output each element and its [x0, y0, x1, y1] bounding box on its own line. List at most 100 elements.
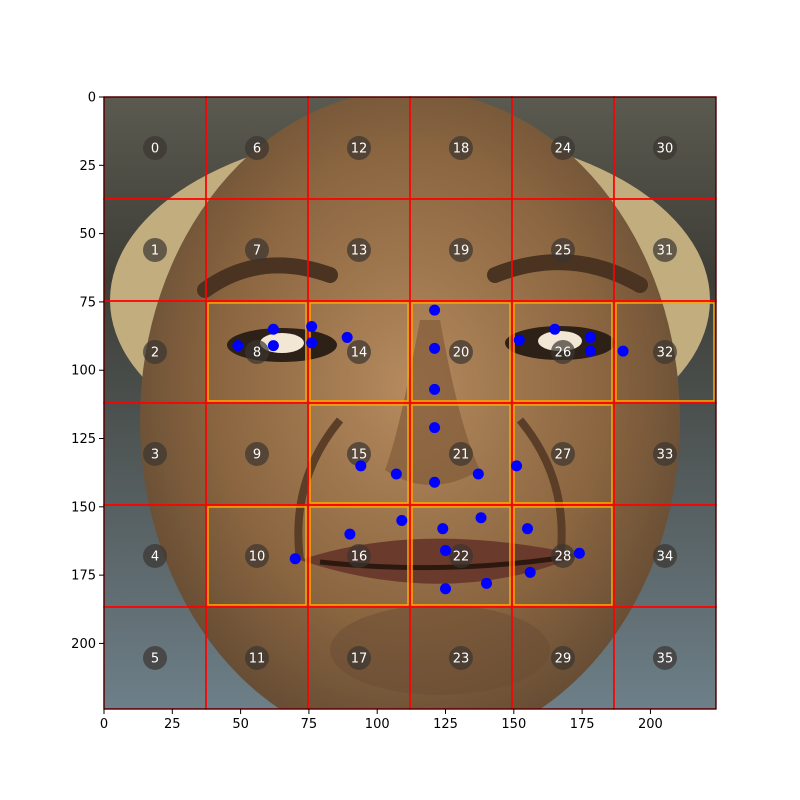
y-tick-label: 200 — [71, 637, 96, 652]
cell-marker-22 — [448, 543, 473, 568]
landmark-point-15 — [355, 460, 367, 472]
cell-marker-31 — [652, 237, 677, 262]
x-tick-label: 50 — [232, 717, 249, 732]
y-tick-label: 75 — [79, 295, 96, 310]
cell-marker-5 — [142, 645, 167, 670]
cell-label-0: 0 — [151, 141, 159, 156]
x-tick-label: 75 — [301, 717, 318, 732]
landmark-point-19 — [511, 460, 523, 472]
landmark-point-4 — [306, 337, 318, 349]
y-tick-label: 175 — [71, 569, 96, 584]
landmark-point-20 — [289, 553, 301, 565]
landmark-points — [232, 304, 629, 595]
cell-markers: 0123456789101112131415161718192021222324… — [142, 135, 677, 670]
cell-marker-20 — [448, 339, 473, 364]
cell-label-33: 33 — [657, 447, 674, 462]
landmark-point-13 — [584, 345, 596, 357]
cell-marker-24 — [550, 135, 575, 160]
plot-frame — [103, 96, 717, 710]
landmark-point-22 — [396, 514, 408, 526]
landmark-point-30 — [440, 583, 452, 595]
cell-label-9: 9 — [253, 447, 261, 462]
highlight-cell-27 — [513, 404, 613, 504]
cell-marker-12 — [346, 135, 371, 160]
cell-marker-35 — [652, 645, 677, 670]
landmark-point-18 — [472, 468, 484, 480]
cell-marker-25 — [550, 237, 575, 262]
landmark-point-28 — [524, 566, 536, 578]
landmark-point-5 — [341, 331, 353, 343]
y-tick-label: 50 — [79, 227, 96, 242]
highlight-cell-14 — [309, 302, 409, 402]
highlight-cell-20 — [411, 302, 511, 402]
cell-marker-34 — [652, 543, 677, 568]
cell-label-34: 34 — [657, 549, 674, 564]
highlight-cell-16 — [309, 506, 409, 606]
x-tick-label: 100 — [365, 717, 390, 732]
cell-label-3: 3 — [151, 447, 159, 462]
cell-marker-32 — [652, 339, 677, 364]
cell-marker-6 — [244, 135, 269, 160]
cell-label-23: 23 — [453, 651, 470, 666]
cell-marker-14 — [346, 339, 371, 364]
landmark-point-14 — [617, 345, 629, 357]
x-tick-label: 175 — [570, 717, 595, 732]
cell-label-2: 2 — [151, 345, 159, 360]
y-tick-label: 100 — [71, 364, 96, 379]
cell-label-14: 14 — [351, 345, 368, 360]
cell-label-12: 12 — [351, 141, 368, 156]
highlight-cell-22 — [411, 506, 511, 606]
cell-label-5: 5 — [151, 651, 159, 666]
cell-marker-18 — [448, 135, 473, 160]
cell-label-25: 25 — [555, 243, 572, 258]
cell-label-26: 26 — [555, 345, 572, 360]
cell-marker-1 — [142, 237, 167, 262]
landmark-point-11 — [549, 323, 561, 335]
cell-marker-0 — [142, 135, 167, 160]
cell-label-6: 6 — [253, 141, 261, 156]
landmark-point-17 — [429, 476, 441, 488]
cell-label-13: 13 — [351, 243, 368, 258]
landmark-point-27 — [440, 545, 452, 557]
highlight-cell-15 — [309, 404, 409, 504]
x-tick-label: 200 — [638, 717, 663, 732]
grid-overlay — [103, 96, 717, 710]
cell-label-4: 4 — [151, 549, 159, 564]
cell-marker-19 — [448, 237, 473, 262]
cell-marker-30 — [652, 135, 677, 160]
cell-label-7: 7 — [253, 243, 261, 258]
cell-marker-33 — [652, 441, 677, 466]
cell-label-24: 24 — [555, 141, 572, 156]
cell-label-29: 29 — [555, 651, 572, 666]
landmark-point-16 — [390, 468, 402, 480]
landmark-point-1 — [267, 323, 279, 335]
cell-label-30: 30 — [657, 141, 674, 156]
highlight-cell-26 — [513, 302, 613, 402]
cell-marker-13 — [346, 237, 371, 262]
highlight-cell-21 — [411, 404, 511, 504]
landmark-point-21 — [344, 528, 356, 540]
cell-label-31: 31 — [657, 243, 674, 258]
cell-marker-10 — [244, 543, 269, 568]
cell-label-17: 17 — [351, 651, 368, 666]
cell-marker-23 — [448, 645, 473, 670]
highlight-cell-8 — [207, 302, 307, 402]
landmark-point-25 — [521, 523, 533, 535]
landmark-point-26 — [573, 547, 585, 559]
cell-label-28: 28 — [555, 549, 572, 564]
y-tick-label: 25 — [79, 159, 96, 174]
highlight-cell-28 — [513, 506, 613, 606]
landmark-point-8 — [429, 383, 441, 395]
cell-marker-29 — [550, 645, 575, 670]
x-tick-label: 25 — [164, 717, 181, 732]
cell-label-8: 8 — [253, 345, 261, 360]
cell-marker-16 — [346, 543, 371, 568]
landmark-point-23 — [437, 523, 449, 535]
y-tick-label: 150 — [71, 500, 96, 515]
cell-marker-11 — [244, 645, 269, 670]
landmark-point-24 — [475, 512, 487, 524]
landmark-point-7 — [429, 342, 441, 354]
axes: 0 25 50 75 100 125 150 175 200025507510012515017… — [71, 91, 717, 732]
cell-label-15: 15 — [351, 447, 368, 462]
